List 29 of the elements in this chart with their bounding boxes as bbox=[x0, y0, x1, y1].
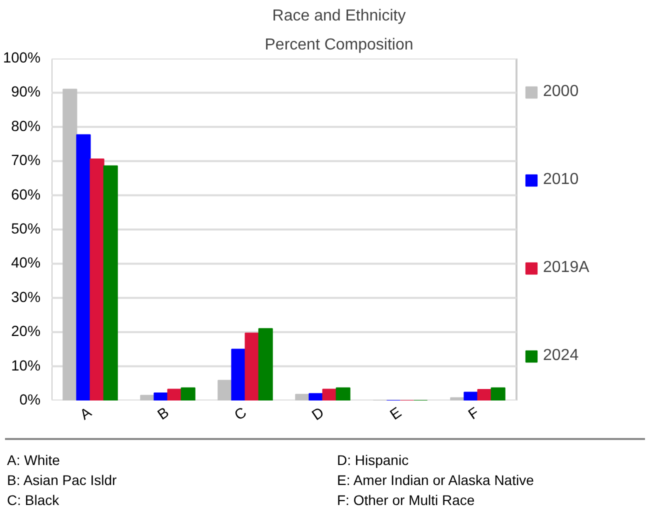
y-tick-label: 0% bbox=[19, 392, 41, 408]
x-tick-label: E bbox=[388, 404, 405, 424]
legend-label: 2010 bbox=[543, 170, 579, 190]
legend-label: 2000 bbox=[543, 82, 579, 102]
y-tick-label: 60% bbox=[11, 187, 41, 204]
y-tick-label: 70% bbox=[11, 153, 41, 170]
chart-title: Race and Ethnicity bbox=[272, 8, 406, 24]
y-tick-label: 80% bbox=[11, 118, 41, 135]
y-tick-label: 50% bbox=[11, 222, 41, 238]
y-tick-label: 40% bbox=[11, 256, 41, 272]
legend-label: 2019A bbox=[543, 258, 590, 278]
legend-label: 2024 bbox=[543, 346, 579, 366]
x-tick-label: B bbox=[155, 404, 172, 424]
x-tick-label: A bbox=[78, 404, 95, 424]
y-tick-label: 30% bbox=[11, 290, 41, 306]
text: D: Hispanic bbox=[337, 451, 410, 470]
text: B: Asian Pac Isldr bbox=[7, 471, 117, 490]
y-tick-label: 90% bbox=[11, 84, 41, 101]
x-tick-label: F bbox=[466, 404, 482, 424]
x-tick-label: D bbox=[309, 404, 328, 424]
x-tick-label: C bbox=[232, 404, 250, 424]
text: E: Amer Indian or Alaska Native bbox=[337, 471, 534, 490]
text: A: White bbox=[7, 451, 61, 470]
chart-subtitle: Percent Composition bbox=[264, 36, 414, 54]
text: C: Black bbox=[7, 491, 60, 510]
y-tick-label: 100% bbox=[3, 50, 41, 66]
y-tick-label: 10% bbox=[11, 358, 41, 374]
text: F: Other or Multi Race bbox=[337, 491, 476, 510]
y-tick-label: 20% bbox=[11, 324, 41, 340]
